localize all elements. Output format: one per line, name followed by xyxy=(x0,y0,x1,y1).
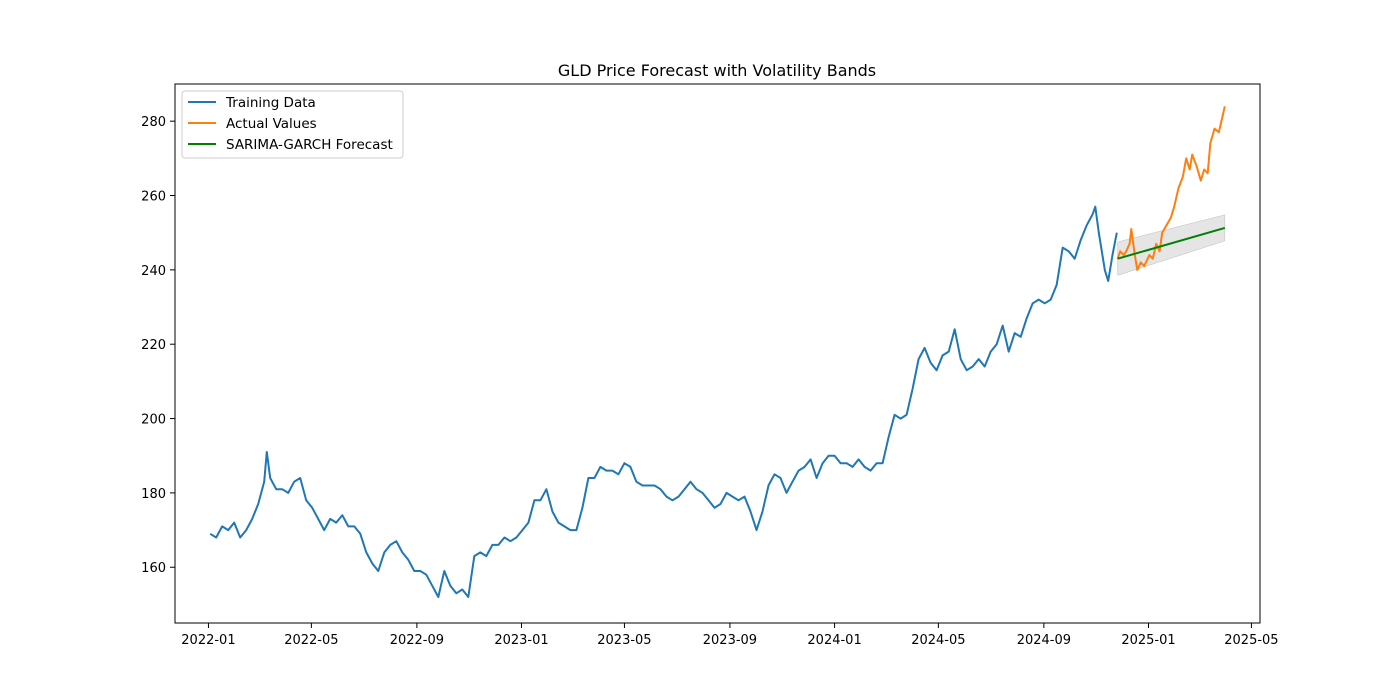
x-axis: 2022-01 2022-05 2022-09 2023-01 2023-05 2023-… xyxy=(181,623,1279,648)
x-tick-label: 2024-05 xyxy=(911,633,965,648)
x-tick-label: 2025-05 xyxy=(1224,633,1278,648)
legend-entry-training-data: Training Data xyxy=(225,95,316,111)
y-tick-label: 180 xyxy=(141,487,166,502)
plot-frame xyxy=(174,83,1261,624)
y-axis: 160 180 200 220 240 260 280 xyxy=(141,115,175,576)
volatility-band xyxy=(1117,214,1226,276)
x-tick-label: 2023-01 xyxy=(494,633,548,648)
y-tick-label: 220 xyxy=(141,338,166,353)
chart-title: GLD Price Forecast with Volatility Bands xyxy=(558,61,876,80)
y-tick-label: 280 xyxy=(141,115,166,130)
y-tick-label: 240 xyxy=(141,264,166,279)
y-tick-label: 260 xyxy=(141,190,166,205)
legend-box xyxy=(181,90,404,159)
plot-area xyxy=(209,106,1226,598)
series-line-sarima-garch-forecast xyxy=(1117,226,1226,260)
y-tick-label: 200 xyxy=(141,413,166,428)
x-tick-label: 2023-09 xyxy=(703,633,757,648)
y-tick-label: 160 xyxy=(141,561,166,576)
x-tick-label: 2025-01 xyxy=(1121,633,1175,648)
x-tick-label: 2022-01 xyxy=(181,633,235,648)
x-tick-label: 2022-05 xyxy=(284,633,338,648)
x-tick-label: 2023-05 xyxy=(597,633,651,648)
legend: Training Data Actual Values SARIMA-GARCH… xyxy=(181,90,404,159)
x-tick-label: 2024-09 xyxy=(1017,633,1071,648)
x-tick-label: 2024-01 xyxy=(807,633,861,648)
x-tick-label: 2022-09 xyxy=(390,633,444,648)
series-line-actual-values xyxy=(1116,106,1226,271)
series-line-training-data xyxy=(209,205,1118,598)
legend-entry-sarima-garch-forecast: SARIMA-GARCH Forecast xyxy=(226,137,393,153)
legend-entry-actual-values: Actual Values xyxy=(226,116,317,132)
